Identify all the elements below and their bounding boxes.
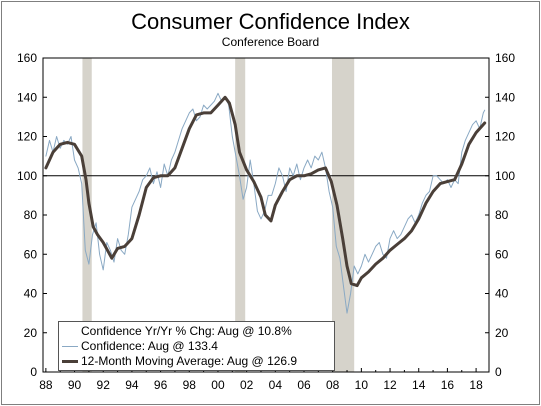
y-tick-label-right-80: 80	[495, 208, 509, 222]
legend-label-confidence: Confidence: Aug @ 133.4	[81, 339, 218, 353]
legend-label-moving-average: 12-Month Moving Average: Aug @ 126.9	[81, 354, 298, 368]
y-tick-label-right-160: 160	[495, 51, 515, 65]
x-tick-label-10: 10	[355, 378, 369, 392]
x-tick-label-16: 16	[441, 378, 455, 392]
legend-label-yoy: Confidence Yr/Yr % Chg: Aug @ 10.8%	[81, 324, 292, 338]
x-tick-label-00: 00	[211, 378, 225, 392]
y-tick-label-left-140: 140	[17, 90, 37, 104]
x-tick-label-98: 98	[183, 378, 197, 392]
x-tick-label-14: 14	[412, 378, 426, 392]
x-tick-label-08: 08	[326, 378, 340, 392]
y-tick-label-left-120: 120	[17, 130, 37, 144]
chart-title: Consumer Confidence Index	[131, 9, 410, 34]
legend-swatch-thick	[62, 360, 78, 363]
x-tick-label-92: 92	[97, 378, 111, 392]
y-tick-label-left-20: 20	[24, 326, 38, 340]
x-tick-label-96: 96	[154, 378, 168, 392]
x-tick-label-06: 06	[297, 378, 311, 392]
y-tick-label-right-120: 120	[495, 130, 515, 144]
y-tick-label-right-0: 0	[495, 365, 502, 379]
x-tick-label-02: 02	[240, 378, 254, 392]
x-tick-label-04: 04	[269, 378, 283, 392]
y-tick-label-left-80: 80	[24, 208, 38, 222]
y-tick-label-left-100: 100	[17, 169, 37, 183]
recession-band-0	[82, 58, 92, 372]
series-line-confidence	[45, 92, 486, 314]
x-tick-label-90: 90	[68, 378, 82, 392]
y-tick-label-right-40: 40	[495, 287, 509, 301]
chart-subtitle: Conference Board	[221, 35, 320, 49]
y-tick-label-right-100: 100	[495, 169, 515, 183]
x-tick-label-94: 94	[125, 378, 139, 392]
legend: Confidence Yr/Yr % Chg: Aug @ 10.8% Conf…	[58, 321, 335, 371]
recession-band-1	[235, 58, 246, 372]
x-tick-label-18: 18	[469, 378, 483, 392]
series-line-moving-average	[44, 95, 487, 288]
y-tick-label-right-140: 140	[495, 90, 515, 104]
legend-swatch-thin	[62, 346, 78, 347]
x-tick-label-88: 88	[39, 378, 53, 392]
y-tick-label-right-60: 60	[495, 247, 509, 261]
y-tick-label-right-20: 20	[495, 326, 509, 340]
y-tick-label-left-160: 160	[17, 51, 37, 65]
y-tick-label-left-40: 40	[24, 287, 38, 301]
x-tick-label-12: 12	[383, 378, 397, 392]
recession-band-2	[331, 58, 355, 372]
y-tick-label-left-60: 60	[24, 247, 38, 261]
y-tick-label-left-0: 0	[30, 365, 37, 379]
